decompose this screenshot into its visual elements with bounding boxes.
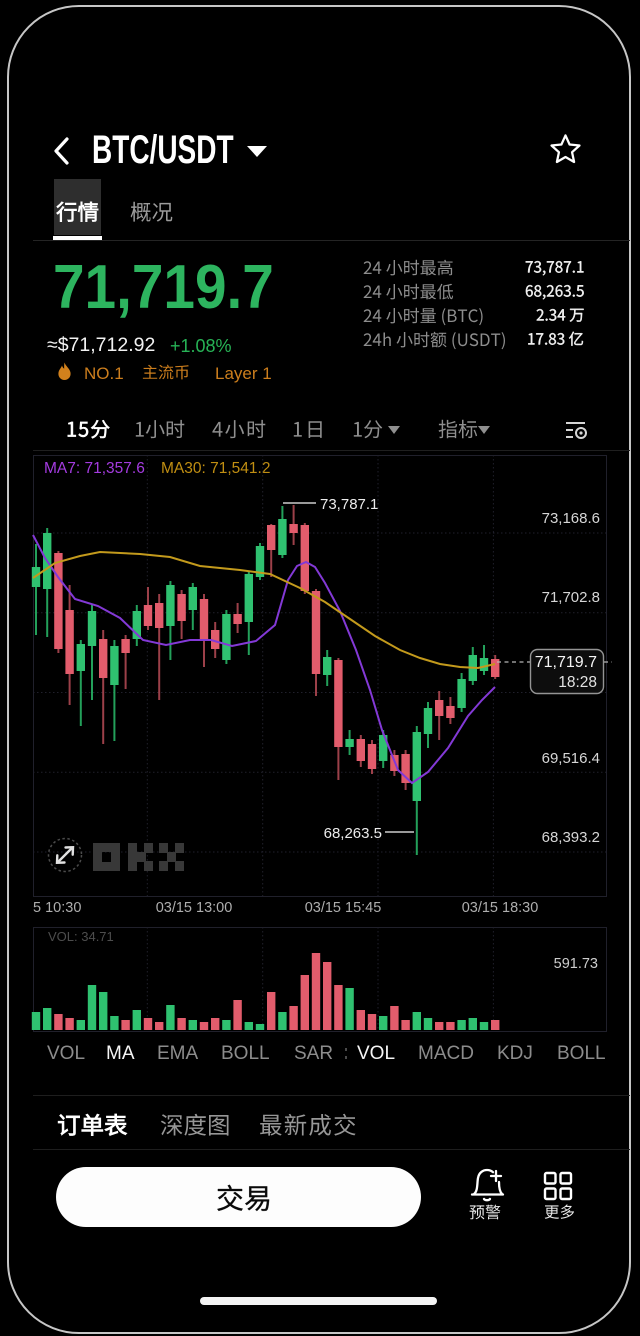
svg-text:71,719.7: 71,719.7 [535, 654, 597, 671]
svg-text:71,702.8: 71,702.8 [542, 589, 600, 606]
svg-text:03/15 13:00: 03/15 13:00 [156, 900, 233, 916]
svg-text:68,393.2: 68,393.2 [542, 829, 600, 846]
svg-text:03/15 15:45: 03/15 15:45 [305, 900, 382, 916]
svg-text:69,516.4: 69,516.4 [542, 750, 600, 767]
svg-text:73,787.1: 73,787.1 [320, 496, 378, 513]
svg-text:18:28: 18:28 [558, 674, 597, 691]
svg-text:5 10:30: 5 10:30 [33, 900, 81, 916]
svg-text:VOL: 34.71: VOL: 34.71 [48, 929, 114, 944]
svg-text:73,168.6: 73,168.6 [542, 510, 600, 527]
svg-text:591.73: 591.73 [554, 956, 598, 972]
svg-text:03/15 18:30: 03/15 18:30 [462, 900, 539, 916]
svg-text:68,263.5: 68,263.5 [324, 825, 382, 842]
